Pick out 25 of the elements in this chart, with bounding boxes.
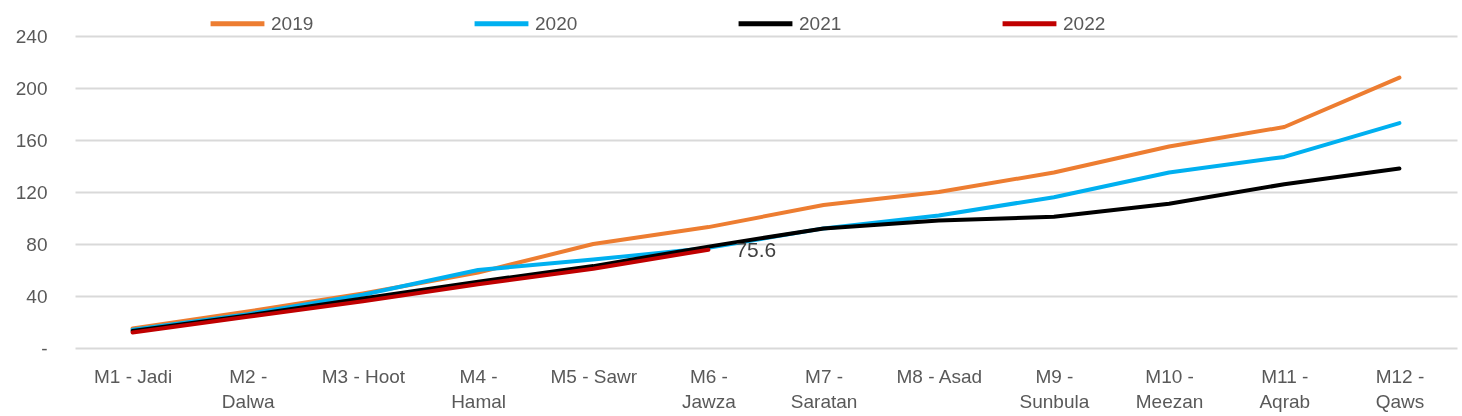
x-tick-label: M6 - Jawza: [681, 365, 737, 412]
legend-label: 2021: [799, 12, 842, 34]
y-tick-label: 160: [15, 129, 48, 151]
x-tick-label: M5 - Sawr: [550, 365, 638, 387]
x-tick-label: M1 - Jadi: [94, 365, 173, 387]
y-tick-label: 80: [26, 233, 48, 255]
x-tick-label: M11 - Aqrab: [1259, 365, 1311, 412]
x-tick-label: M9 - Sunbula: [1019, 365, 1090, 412]
x-tick-label: M8 - Asad: [896, 365, 983, 387]
x-tick-label: M7 - Saratan: [790, 365, 858, 412]
y-tick-label: 240: [15, 25, 48, 47]
x-tick-label: M3 - Hoot: [321, 365, 406, 387]
y-tick-label: -: [41, 337, 48, 359]
y-tick-label: 40: [26, 285, 48, 307]
legend-label: 2022: [1063, 12, 1106, 34]
x-tick-label: M12 - Qaws: [1375, 365, 1425, 412]
legend-label: 2019: [271, 12, 314, 34]
legend-label: 2020: [535, 12, 578, 34]
x-tick-label: M4 - Hamal: [451, 365, 507, 412]
y-tick-label: 120: [15, 181, 48, 203]
x-tick-label: M10 - Meezan: [1135, 365, 1204, 412]
line-series: [130, 247, 711, 335]
data-label: 75.6: [735, 237, 777, 261]
x-tick-label: M2 - Dalwa: [221, 365, 276, 412]
y-tick-label: 200: [15, 77, 48, 99]
